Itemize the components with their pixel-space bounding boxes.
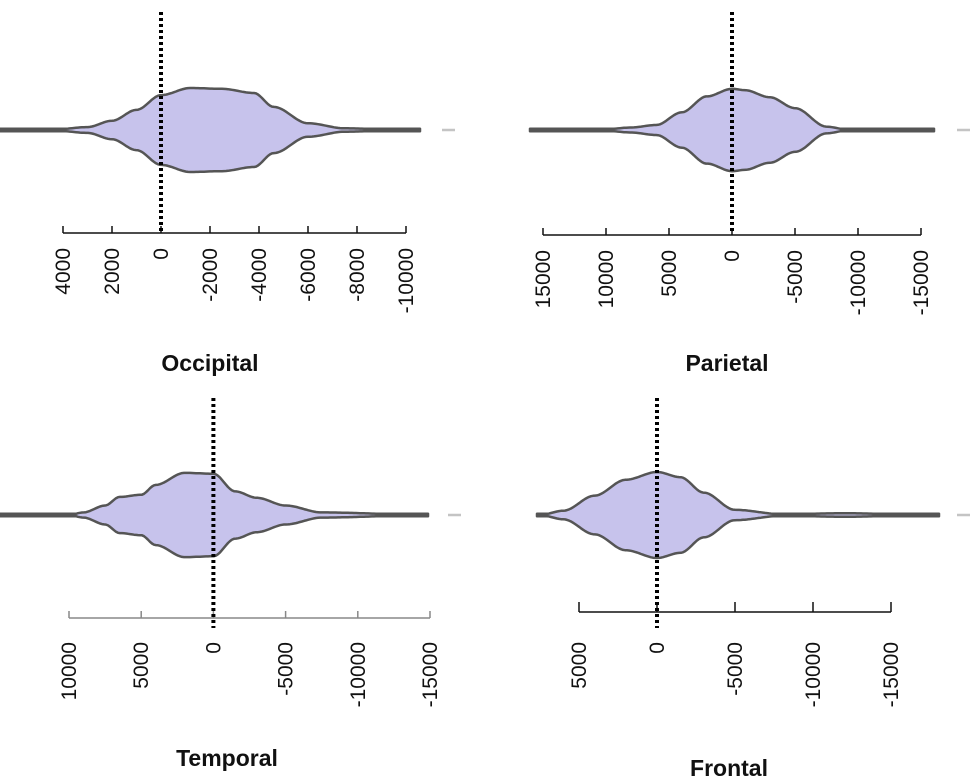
- panel-temporal: 10000 5000 0 -5000 -10000 -15000 Temporal: [0, 398, 461, 771]
- x-tick-label: -10000: [847, 250, 870, 315]
- x-tick-label: 0: [646, 642, 669, 654]
- x-tick-label: 5000: [658, 250, 681, 297]
- x-tick-label: -6000: [297, 248, 320, 302]
- x-tick-label: 5000: [130, 642, 153, 689]
- violin-body: [0, 86, 422, 174]
- x-tick-label: 0: [721, 250, 744, 262]
- x-tick-label: -2000: [199, 248, 222, 302]
- panel-title: Frontal: [690, 755, 768, 781]
- x-tick-label: -8000: [346, 248, 369, 302]
- x-tick-label: 0: [150, 248, 173, 260]
- violin-body: [535, 470, 941, 560]
- x-tick-label: -10000: [802, 642, 825, 707]
- violin-body: [528, 87, 936, 173]
- x-tick-label: -15000: [419, 642, 442, 707]
- x-tick-label: -15000: [880, 642, 903, 707]
- x-tick-label: -5000: [784, 250, 807, 304]
- x-tick-label: -15000: [910, 250, 933, 315]
- x-tick-label: -4000: [248, 248, 271, 302]
- x-tick-label: 15000: [532, 250, 555, 308]
- x-tick-label: 4000: [52, 248, 75, 295]
- panel-occipital: 4000 2000 0 -2000 -4000 -6000 -8000 -10000 Occip…: [0, 12, 455, 376]
- x-tick-label: -5000: [275, 642, 298, 696]
- x-tick-label: 10000: [595, 250, 618, 308]
- x-tick-label: 5000: [568, 642, 591, 689]
- x-tick-label: -10000: [395, 248, 418, 313]
- panel-frontal: 5000 0 -5000 -10000 -15000 Frontal: [535, 398, 970, 781]
- x-tick-label: 2000: [101, 248, 124, 295]
- x-tick-label: -5000: [724, 642, 747, 696]
- panel-parietal: 15000 10000 5000 0 -5000 -10000 -15000 Parietal: [528, 12, 970, 376]
- panel-title: Parietal: [685, 350, 768, 376]
- panel-title: Occipital: [161, 350, 258, 376]
- panel-title: Temporal: [176, 745, 278, 771]
- x-tick-label: 10000: [58, 642, 81, 700]
- x-tick-label: -10000: [347, 642, 370, 707]
- x-tick-label: 0: [202, 642, 225, 654]
